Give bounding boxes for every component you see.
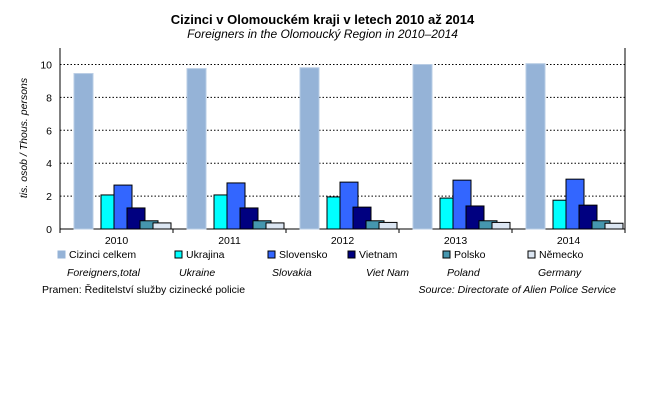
- legend-swatch: [442, 250, 451, 259]
- legend-label-en: Poland: [447, 267, 481, 279]
- legend-swatch: [347, 250, 356, 259]
- chart-title: Cizinci v Olomouckém kraji v letech 2010…: [170, 12, 475, 27]
- x-tick-label: 2012: [331, 235, 355, 247]
- bar-foreigners-total: [525, 63, 546, 230]
- source-en: Source: Directorate of Alien Police Serv…: [418, 284, 616, 296]
- legend-swatch: [527, 250, 536, 259]
- x-tick-label: 2010: [105, 235, 129, 247]
- legend-label-en: Germany: [538, 267, 582, 279]
- legend-label-en: Viet Nam: [366, 267, 409, 279]
- legend-label: Polsko: [454, 249, 486, 261]
- x-tick-label: 2013: [444, 235, 468, 247]
- bar-germany: [265, 222, 285, 230]
- bar-foreigners-total: [186, 68, 207, 230]
- legend-label-en: Ukraine: [179, 267, 215, 279]
- y-tick-label: 0: [46, 224, 52, 236]
- x-tick-label: 2014: [557, 235, 581, 247]
- source-cz: Pramen: Ředitelství služby cizinecké pol…: [42, 284, 246, 296]
- chart-subtitle: Foreigners in the Olomoucký Region in 20…: [187, 27, 458, 41]
- legend-label: Ukrajina: [186, 249, 225, 261]
- y-tick-label: 10: [40, 60, 52, 72]
- y-axis-label: tis. osob / Thous. persons: [18, 77, 30, 198]
- legend-swatch: [57, 250, 66, 259]
- bar-germany: [604, 222, 624, 230]
- legend-label: Německo: [539, 249, 584, 261]
- bar-foreigners-total: [299, 67, 320, 230]
- legend-swatch: [267, 250, 276, 259]
- bar-germany: [378, 221, 398, 230]
- legend-label: Slovensko: [279, 249, 328, 261]
- legend-label: Vietnam: [359, 249, 398, 261]
- bar-foreigners-total: [73, 73, 94, 230]
- chart-plot: 0 2 4 6 8 10 tis. osob / Thous. persons 2010 201…: [18, 48, 626, 279]
- legend-label-en: Slovakia: [272, 267, 312, 279]
- y-tick-label: 8: [46, 92, 52, 104]
- legend-label-en: Foreigners,total: [67, 267, 141, 279]
- bar-germany: [152, 222, 172, 230]
- y-tick-label: 6: [46, 125, 52, 137]
- legend-label: Cizinci celkem: [69, 249, 136, 261]
- y-tick-label: 2: [46, 191, 52, 203]
- legend-swatch: [174, 250, 183, 259]
- bar-foreigners-total: [412, 64, 433, 230]
- y-tick-label: 4: [46, 158, 52, 170]
- bar-germany: [491, 221, 511, 230]
- x-tick-label: 2011: [218, 235, 241, 247]
